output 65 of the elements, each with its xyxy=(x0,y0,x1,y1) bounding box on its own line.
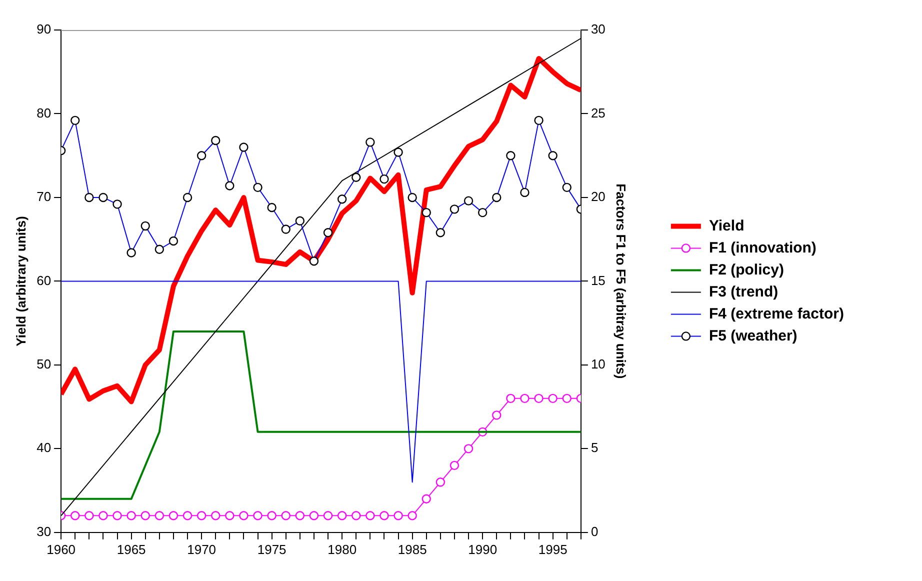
y-tick-label: 50 xyxy=(36,356,52,372)
x-tick-label: 1960 xyxy=(46,542,76,557)
y-tick-label: 30 xyxy=(36,524,52,539)
y2-tick-label: 0 xyxy=(590,524,598,539)
point xyxy=(112,511,122,520)
point xyxy=(84,511,94,520)
legend-label: F1 (innovation) xyxy=(708,239,816,256)
legend-label: F3 (trend) xyxy=(708,283,778,300)
point xyxy=(422,494,431,504)
point xyxy=(126,511,136,520)
y-tick-label: 60 xyxy=(36,272,52,288)
point xyxy=(140,511,150,520)
point xyxy=(295,511,305,520)
point xyxy=(366,511,375,520)
point xyxy=(281,511,290,520)
legend-label: F5 (weather) xyxy=(708,327,798,344)
point xyxy=(267,511,276,520)
y-tick-label: 90 xyxy=(36,22,52,37)
y2-tick-label: 25 xyxy=(590,105,606,120)
x-tick-label: 1970 xyxy=(187,542,216,557)
y-tick-label: 70 xyxy=(36,189,52,204)
y2-tick-label: 5 xyxy=(590,440,598,456)
x-tick-label: 1975 xyxy=(257,542,286,557)
point xyxy=(239,511,248,520)
point xyxy=(464,444,474,454)
point xyxy=(196,511,206,520)
legend-label: F2 (policy) xyxy=(708,261,784,278)
point xyxy=(323,511,333,520)
point xyxy=(506,394,516,404)
x-tick-label: 1980 xyxy=(328,542,357,557)
point xyxy=(337,511,347,520)
x-tick-label: 1990 xyxy=(468,542,498,557)
point xyxy=(225,511,234,520)
y-tick-label: 80 xyxy=(36,105,52,120)
point xyxy=(548,394,558,404)
point xyxy=(309,511,319,520)
point xyxy=(520,394,530,404)
legend-label: Yield xyxy=(708,217,744,234)
point xyxy=(70,511,80,520)
point xyxy=(154,511,164,520)
x-tick-label: 1995 xyxy=(538,542,568,557)
y-tick-label: 40 xyxy=(36,440,52,456)
x-tick-label: 1985 xyxy=(398,542,427,557)
point xyxy=(98,511,108,520)
point xyxy=(492,410,502,420)
legend-label: F4 (extreme factor) xyxy=(708,305,844,322)
point xyxy=(534,394,544,404)
point xyxy=(182,511,192,520)
y2-tick-label: 20 xyxy=(590,189,606,204)
y2-axis-title: Factors F1 to F5 (arbitray units) xyxy=(614,184,629,379)
y2-tick-label: 10 xyxy=(590,356,606,372)
x-tick-label: 1965 xyxy=(116,542,146,557)
point xyxy=(436,478,446,487)
point xyxy=(408,511,417,520)
point xyxy=(394,511,403,520)
y2-tick-label: 15 xyxy=(590,272,606,288)
point xyxy=(562,394,572,404)
point xyxy=(168,511,178,520)
point xyxy=(211,511,220,520)
y-axis-title: Yield (arbitrary units) xyxy=(13,216,28,346)
point xyxy=(450,460,460,470)
point xyxy=(380,511,389,520)
point xyxy=(253,511,262,520)
point xyxy=(352,511,361,520)
y2-tick-label: 30 xyxy=(590,22,606,37)
